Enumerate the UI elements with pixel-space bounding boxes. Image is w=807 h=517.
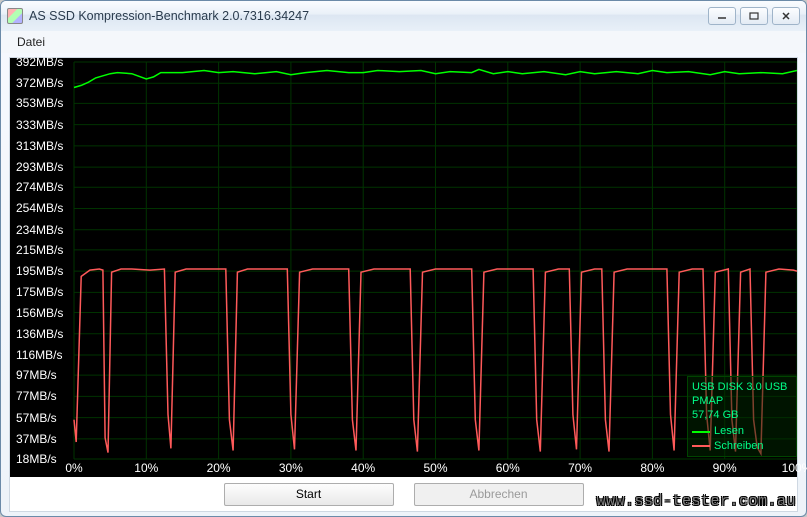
legend-device: USB DISK 3.0 USB PMAP — [692, 380, 792, 409]
chart-svg — [10, 58, 797, 477]
legend-box: USB DISK 3.0 USB PMAP57,74 GB LesenSchrei… — [687, 376, 797, 457]
legend-write-row: Schreiben — [692, 439, 792, 453]
start-button[interactable]: Start — [224, 483, 394, 506]
button-row: Start Abbrechen — [10, 477, 797, 511]
legend-read-label: Lesen — [714, 424, 744, 438]
close-button[interactable] — [772, 7, 800, 25]
app-window: AS SSD Kompression-Benchmark 2.0.7316.34… — [0, 0, 807, 517]
legend-size: 57,74 GB — [692, 408, 792, 422]
legend-read-swatch — [692, 431, 710, 433]
app-icon — [7, 8, 23, 24]
window-controls — [708, 7, 800, 25]
window-title: AS SSD Kompression-Benchmark 2.0.7316.34… — [29, 9, 708, 23]
compression-chart: 18MB/s37MB/s57MB/s77MB/s97MB/s116MB/s136… — [10, 58, 797, 477]
maximize-button[interactable] — [740, 7, 768, 25]
legend-write-label: Schreiben — [714, 439, 764, 453]
minimize-button[interactable] — [708, 7, 736, 25]
abort-button[interactable]: Abbrechen — [414, 483, 584, 506]
titlebar[interactable]: AS SSD Kompression-Benchmark 2.0.7316.34… — [1, 1, 806, 31]
content-panel: 18MB/s37MB/s57MB/s77MB/s97MB/s116MB/s136… — [9, 57, 798, 512]
legend-read-row: Lesen — [692, 424, 792, 438]
legend-write-swatch — [692, 445, 710, 447]
menubar: Datei — [1, 31, 806, 53]
menu-datei[interactable]: Datei — [9, 33, 53, 51]
